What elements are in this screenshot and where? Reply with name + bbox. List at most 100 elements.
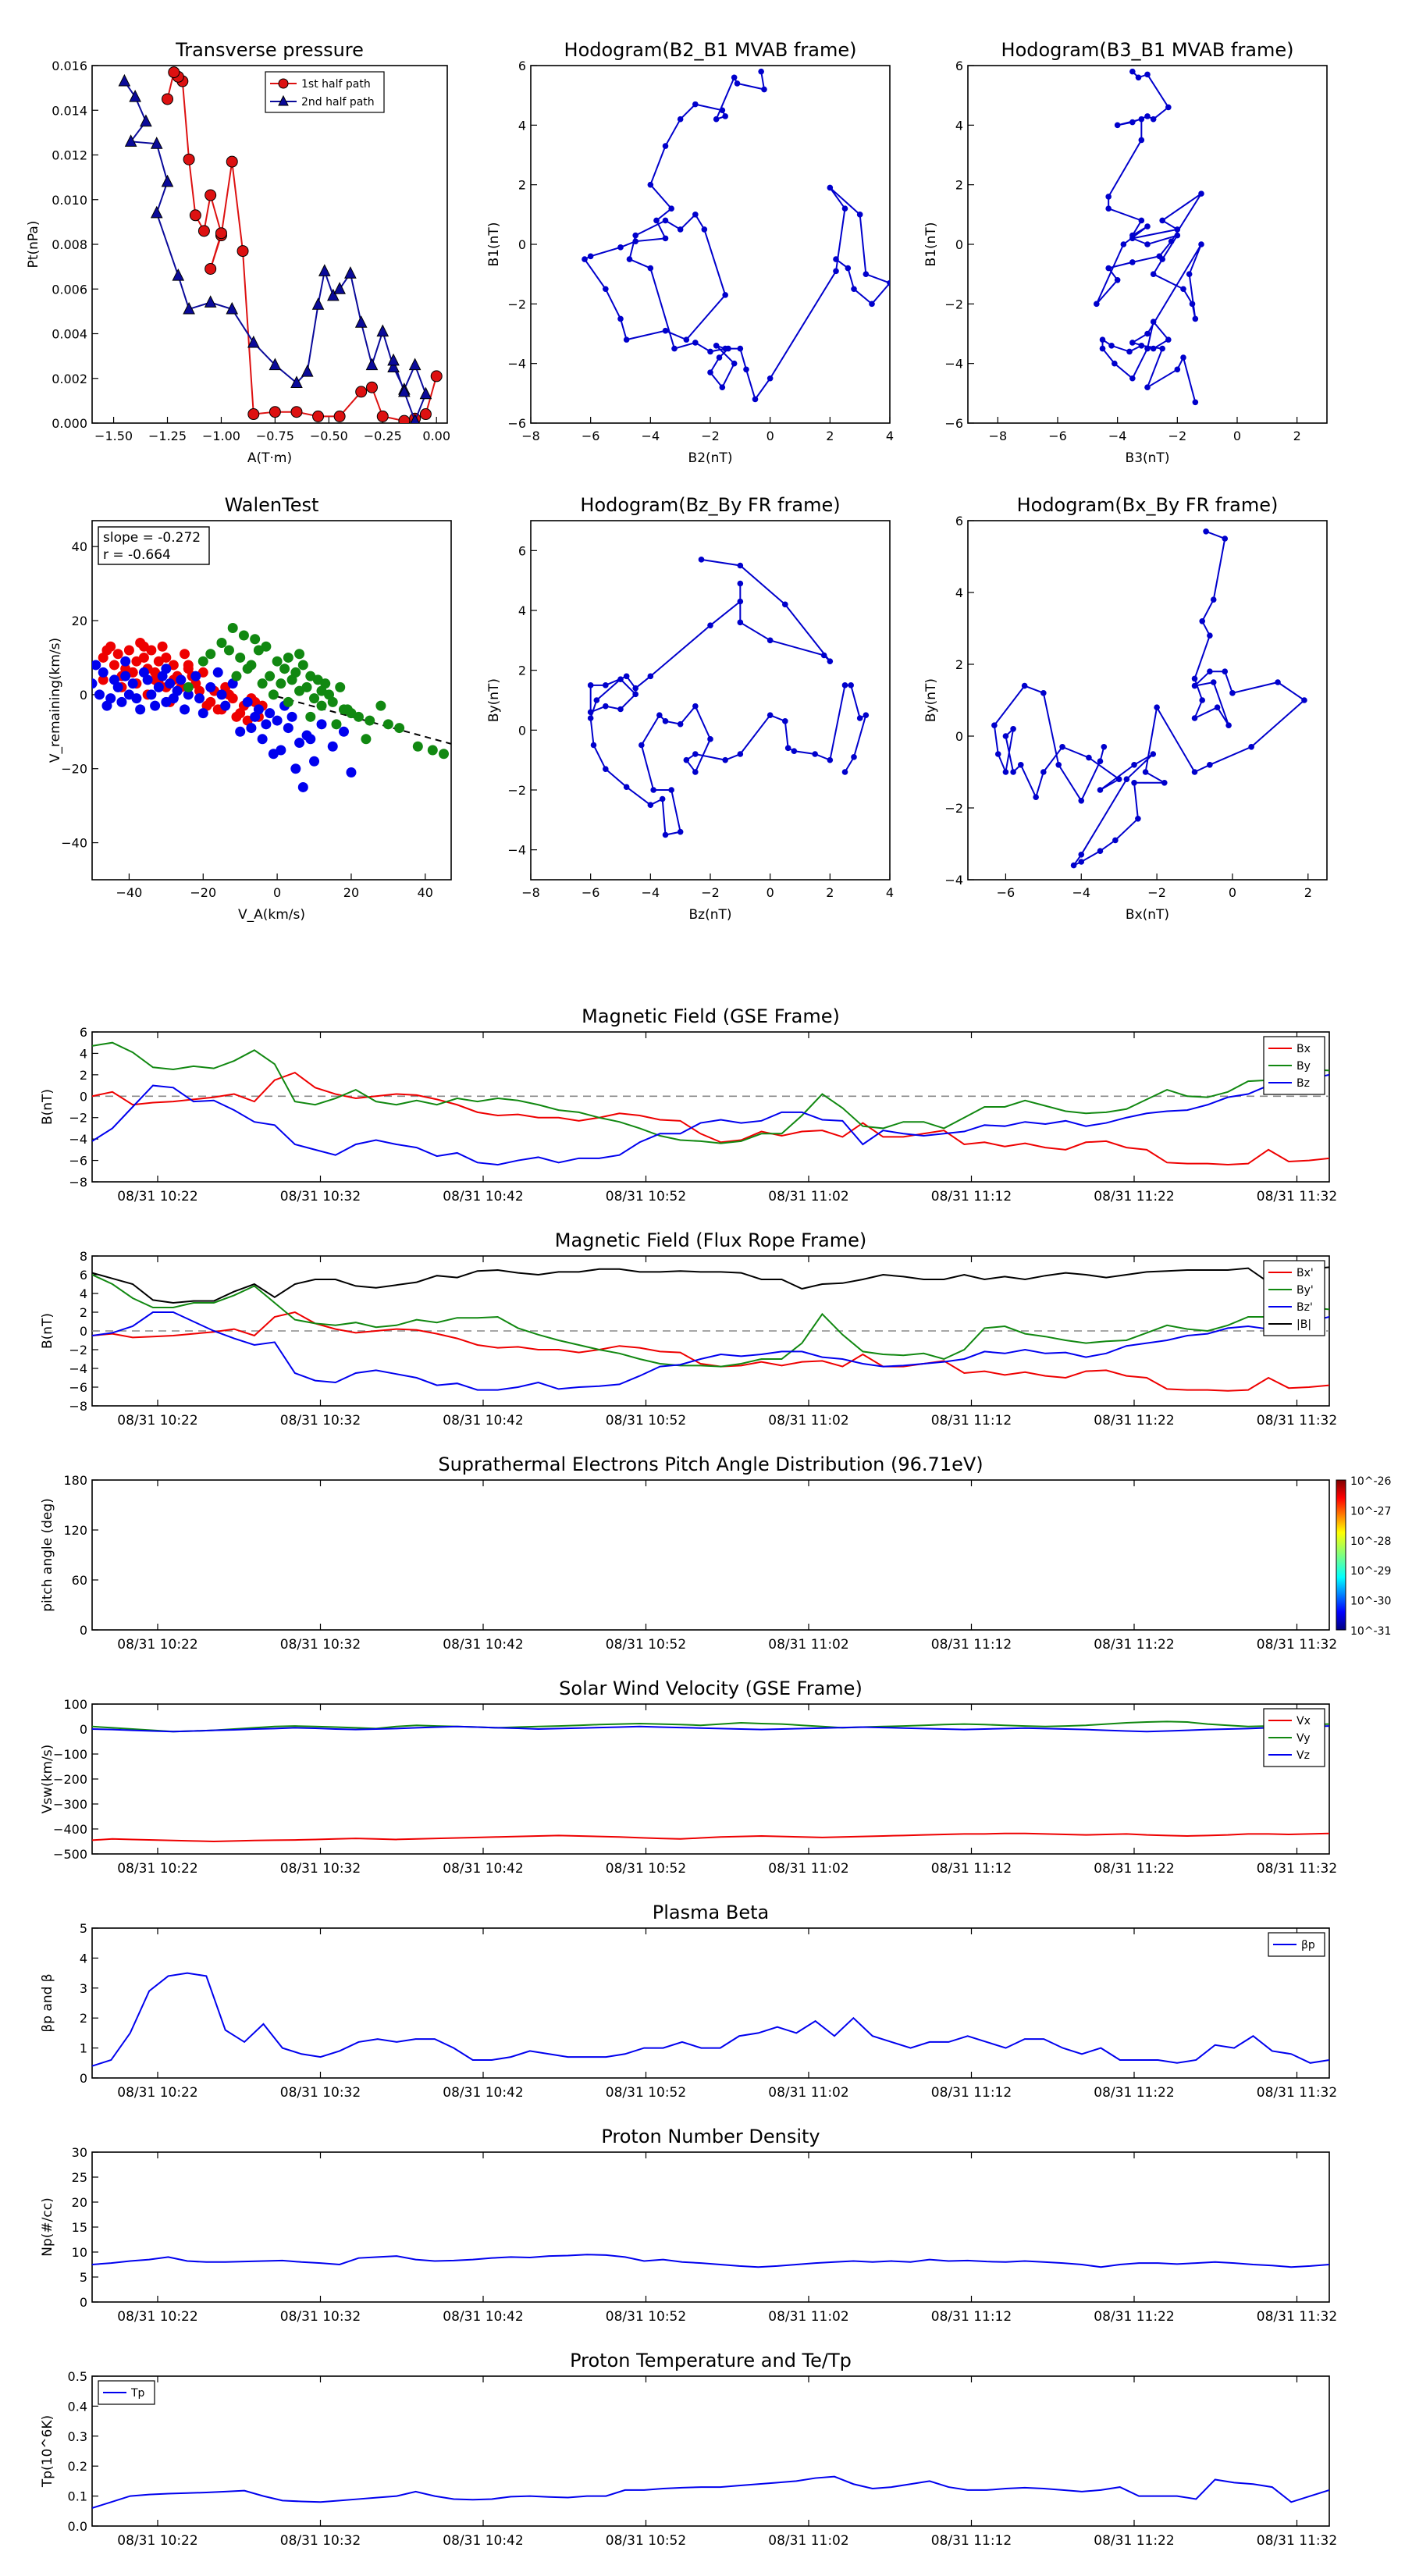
point-marker (856, 212, 863, 218)
hodo-bz-by-chart: Hodogram(Bz_By FR frame) −8 −6 −4 −2 0 2 4 −4 −2 0… (486, 494, 894, 923)
plot-area (587, 557, 870, 838)
scatter-point (98, 667, 108, 678)
point-marker (183, 301, 195, 315)
y-axis-label: Np(#/cc) (40, 2197, 55, 2256)
scatter-point (257, 678, 268, 689)
scatter-point (216, 637, 227, 648)
series-line (92, 1972, 1329, 2067)
point-marker (647, 802, 654, 808)
axes-frame (91, 2375, 1330, 2527)
point-marker (1214, 704, 1221, 710)
scatter-point (283, 723, 293, 734)
x-tick-label: 08/31 10:42 (443, 2309, 523, 2325)
legend-label: Bx' (1297, 1267, 1314, 1279)
legend-label: Vx (1297, 1715, 1311, 1727)
colorbar (1336, 1479, 1346, 1631)
point-marker (784, 745, 791, 752)
point-marker (1094, 301, 1100, 308)
point-marker (237, 245, 249, 258)
point-marker (1207, 632, 1213, 639)
y-tick-label: 0.0 (68, 2519, 87, 2534)
scatter-point (205, 681, 216, 692)
scatter-point (223, 689, 234, 700)
point-marker (1101, 744, 1108, 750)
y-tick-label: 0 (80, 1722, 87, 1737)
plot-area (118, 66, 443, 423)
point-marker (662, 235, 669, 242)
point-marker (1174, 232, 1181, 239)
scatter-point (294, 649, 305, 660)
x-tick-label: −4 (642, 429, 660, 443)
x-tick-label: 08/31 11:12 (931, 2309, 1012, 2325)
point-marker (376, 324, 389, 337)
y-tick-label: 4 (955, 118, 963, 133)
x-tick-label: −0.75 (256, 429, 294, 443)
x-tick-label: 08/31 11:02 (768, 2533, 848, 2549)
point-marker (365, 358, 379, 371)
series-line (92, 2475, 1329, 2509)
plot-area (991, 528, 1307, 869)
point-marker (1275, 679, 1281, 685)
scatter-point (316, 719, 327, 730)
chart-title: Hodogram(B2_B1 MVAB frame) (564, 39, 857, 61)
series-line (92, 1041, 1329, 1144)
scatter-point (353, 711, 364, 722)
point-marker (1144, 330, 1151, 337)
point-marker (719, 384, 726, 391)
x-tick-label: −40 (116, 885, 143, 900)
point-marker (1010, 769, 1016, 775)
y-tick-label: 0.008 (52, 237, 87, 252)
x-tick-label: −2 (1147, 885, 1166, 900)
scatter-point (180, 704, 190, 715)
y-tick-label: 3 (80, 1981, 87, 1996)
point-marker (731, 74, 738, 81)
x-tick-label: 08/31 11:32 (1257, 2309, 1337, 2325)
x-tick-label: 08/31 10:22 (117, 2309, 197, 2325)
plot-area (92, 2254, 1329, 2268)
x-tick-label: 08/31 11:22 (1094, 1637, 1174, 1653)
point-marker (1207, 762, 1213, 768)
scatter-point (205, 649, 216, 660)
point-marker (1120, 241, 1127, 247)
x-tick-label: 08/31 10:52 (606, 2309, 686, 2325)
point-marker (311, 297, 325, 310)
y-tick-label: 4 (518, 118, 526, 133)
point-marker (333, 410, 346, 422)
scatter-point (180, 649, 190, 660)
y-tick-label: 2 (80, 2011, 87, 2026)
y-tick-label: −500 (53, 1847, 87, 1862)
x-axis-label: A(T·m) (247, 450, 292, 466)
y-tick-label: −8 (69, 1399, 87, 1414)
x-tick-label: 08/31 11:02 (768, 2309, 848, 2325)
point-marker (1105, 194, 1112, 200)
point-marker (623, 673, 630, 680)
point-marker (1105, 265, 1112, 272)
point-marker (1040, 769, 1047, 775)
legend-label: |B| (1297, 1318, 1311, 1331)
point-marker (1017, 762, 1024, 768)
point-marker (1159, 345, 1165, 352)
y-tick-label: 0.006 (52, 282, 87, 297)
scatter-point (261, 641, 272, 652)
point-marker (827, 184, 834, 191)
x-tick-label: 08/31 11:12 (931, 1861, 1012, 1877)
scatter-point (220, 700, 231, 711)
point-marker (312, 410, 325, 422)
point-marker (603, 682, 609, 688)
point-marker (851, 754, 857, 760)
point-marker (677, 720, 684, 728)
point-marker (1191, 715, 1198, 721)
scatter-point (316, 685, 327, 696)
x-tick-label: 20 (343, 885, 359, 900)
y-tick-label: 0.004 (52, 327, 87, 342)
series-line (123, 80, 427, 423)
y-axis-label: Pt(nPa) (26, 221, 41, 269)
point-marker (994, 751, 1001, 757)
scatter-point (242, 696, 253, 707)
x-tick-label: 08/31 10:22 (117, 1413, 197, 1429)
x-tick-label: 0 (1229, 885, 1236, 900)
y-tick-label: 15 (72, 2220, 87, 2235)
legend-label: 1st half path (301, 78, 371, 91)
y-tick-label: 4 (80, 1951, 87, 1966)
